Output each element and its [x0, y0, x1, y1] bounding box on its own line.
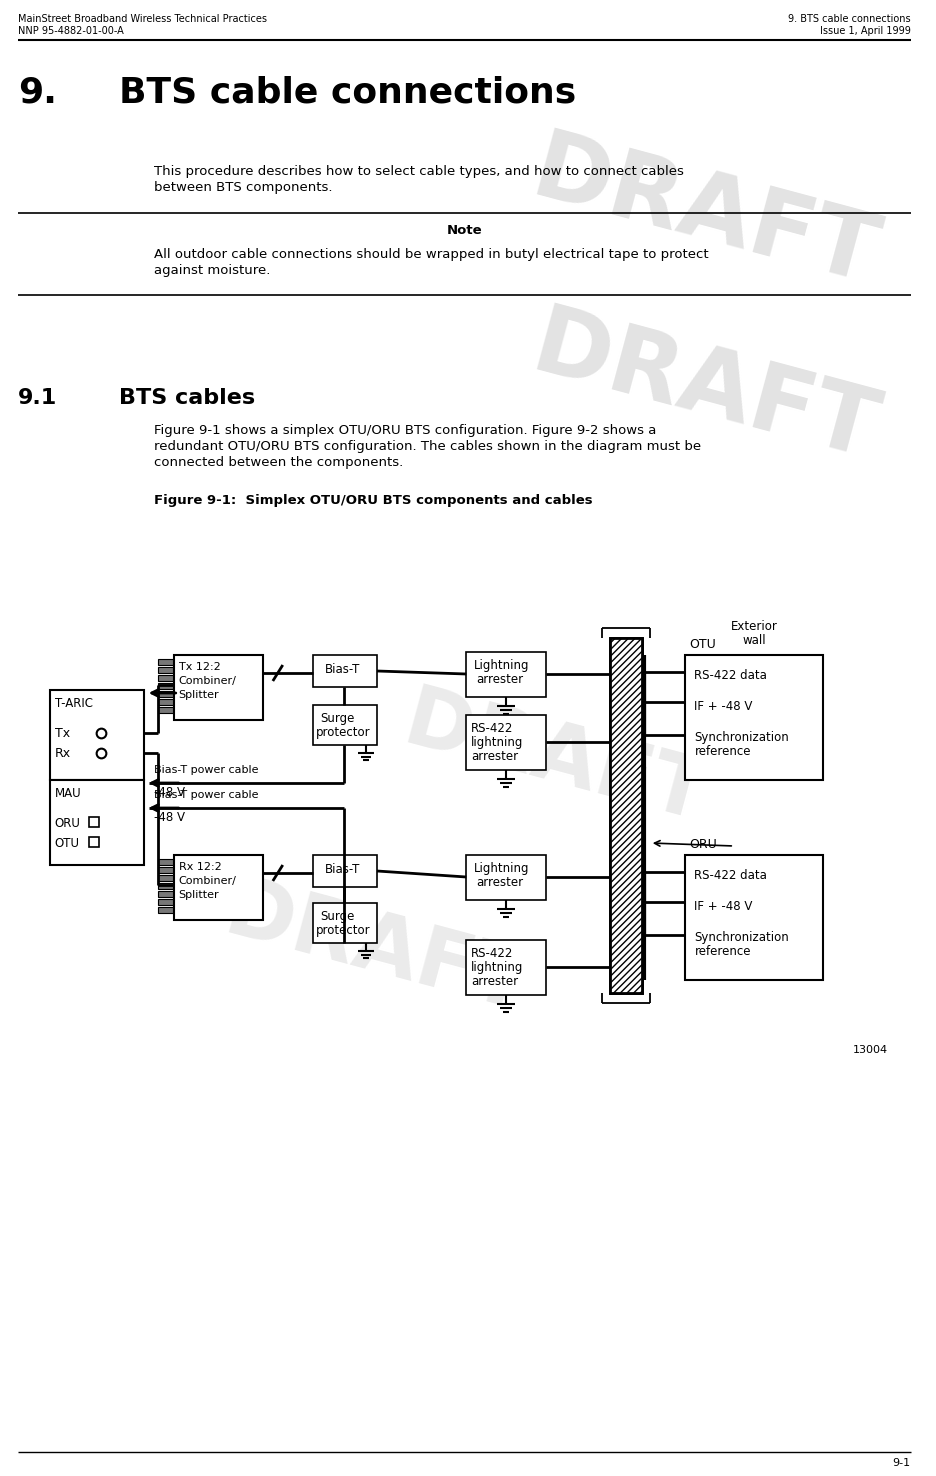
Text: Bias-T: Bias-T	[325, 863, 359, 875]
Bar	[158, 859, 172, 865]
Text: lightning: lightning	[471, 737, 523, 748]
Bar	[466, 652, 546, 697]
Text: Bias-T: Bias-T	[325, 663, 359, 676]
Bar	[610, 638, 642, 993]
Bar	[684, 655, 824, 779]
Text: Combiner/: Combiner/	[179, 676, 237, 686]
Text: against moisture.: against moisture.	[154, 264, 271, 277]
Text: RS-422: RS-422	[471, 948, 514, 959]
Bar	[158, 683, 172, 689]
Text: 9.: 9.	[18, 75, 57, 109]
Bar	[50, 689, 144, 779]
Text: protector: protector	[315, 726, 370, 739]
Text: Issue 1, April 1999: Issue 1, April 1999	[820, 27, 911, 35]
Text: reference: reference	[695, 945, 751, 958]
Text: MAU: MAU	[54, 787, 81, 800]
Text: Synchronization: Synchronization	[695, 931, 789, 945]
Text: ORU: ORU	[690, 838, 717, 852]
Text: Lightning: Lightning	[475, 862, 530, 875]
Text: ORU: ORU	[54, 818, 80, 830]
Bar	[313, 855, 377, 887]
Bar	[158, 906, 172, 914]
Text: 13004: 13004	[854, 1045, 888, 1055]
Text: Synchronization: Synchronization	[695, 731, 789, 744]
Text: Splitter: Splitter	[179, 890, 219, 900]
Bar	[684, 855, 824, 980]
Text: RS-422 data: RS-422 data	[695, 669, 768, 682]
Bar	[466, 714, 546, 770]
Text: This procedure describes how to select cable types, and how to connect cables: This procedure describes how to select c…	[154, 165, 683, 179]
Text: between BTS components.: between BTS components.	[154, 182, 332, 193]
Text: -48 V: -48 V	[154, 787, 184, 799]
Text: arrester: arrester	[476, 673, 523, 686]
Text: arrester: arrester	[471, 976, 519, 987]
Text: 9.1: 9.1	[18, 388, 57, 407]
Bar	[313, 655, 377, 686]
Text: Exterior: Exterior	[731, 620, 778, 633]
Text: connected between the components.: connected between the components.	[154, 456, 403, 469]
Text: IF + -48 V: IF + -48 V	[695, 700, 753, 713]
Bar	[50, 779, 144, 865]
Bar	[158, 658, 172, 666]
Text: DRAFT: DRAFT	[522, 125, 887, 306]
Bar	[173, 655, 263, 720]
Bar	[466, 855, 546, 900]
Bar	[158, 691, 172, 697]
Bar	[158, 707, 172, 713]
Text: Figure 9-1 shows a simplex OTU/ORU BTS configuration. Figure 9-2 shows a: Figure 9-1 shows a simplex OTU/ORU BTS c…	[154, 424, 656, 437]
Text: NNP 95-4882-01-00-A: NNP 95-4882-01-00-A	[18, 27, 124, 35]
Text: Surge: Surge	[320, 711, 355, 725]
Text: lightning: lightning	[471, 961, 523, 974]
Text: redundant OTU/ORU BTS configuration. The cables shown in the diagram must be: redundant OTU/ORU BTS configuration. The…	[154, 440, 701, 453]
Text: IF + -48 V: IF + -48 V	[695, 900, 753, 914]
Bar	[466, 940, 546, 995]
Bar	[158, 883, 172, 889]
Bar	[313, 706, 377, 745]
Text: DRAFT: DRAFT	[395, 680, 717, 840]
Text: -48 V: -48 V	[154, 810, 184, 824]
Text: Splitter: Splitter	[179, 689, 219, 700]
Text: 9-1: 9-1	[893, 1458, 911, 1469]
Bar	[158, 700, 172, 706]
Text: T-ARIC: T-ARIC	[54, 697, 93, 710]
Text: RS-422 data: RS-422 data	[695, 869, 768, 883]
Bar	[158, 892, 172, 897]
Text: arrester: arrester	[471, 750, 519, 763]
Text: Surge: Surge	[320, 911, 355, 922]
Bar	[158, 675, 172, 680]
Bar	[158, 667, 172, 673]
Text: RS-422: RS-422	[471, 722, 514, 735]
Text: Rx 12:2: Rx 12:2	[179, 862, 221, 872]
Bar	[158, 875, 172, 881]
Bar	[158, 866, 172, 872]
Text: OTU: OTU	[54, 837, 80, 850]
Text: reference: reference	[695, 745, 751, 759]
Text: Lightning: Lightning	[475, 658, 530, 672]
Text: Combiner/: Combiner/	[179, 875, 237, 886]
Bar	[89, 837, 99, 847]
Text: Tx: Tx	[54, 728, 69, 739]
Text: DRAFT: DRAFT	[522, 300, 887, 480]
Text: DRAFT: DRAFT	[216, 871, 538, 1029]
Text: 9. BTS cable connections: 9. BTS cable connections	[788, 13, 911, 24]
Text: MainStreet Broadband Wireless Technical Practices: MainStreet Broadband Wireless Technical …	[18, 13, 267, 24]
Text: Rx: Rx	[54, 747, 71, 760]
Text: Note: Note	[446, 224, 482, 238]
Text: Figure 9-1:  Simplex OTU/ORU BTS components and cables: Figure 9-1: Simplex OTU/ORU BTS componen…	[154, 494, 592, 506]
Bar	[610, 638, 642, 993]
Text: Bias-T power cable: Bias-T power cable	[154, 765, 258, 775]
Text: wall: wall	[742, 635, 766, 646]
Text: All outdoor cable connections should be wrapped in butyl electrical tape to prot: All outdoor cable connections should be …	[154, 248, 709, 261]
Bar	[173, 855, 263, 920]
Text: BTS cables: BTS cables	[119, 388, 256, 407]
Text: protector: protector	[315, 924, 370, 937]
Text: BTS cable connections: BTS cable connections	[119, 75, 577, 109]
Text: OTU: OTU	[690, 638, 716, 651]
Text: Tx 12:2: Tx 12:2	[179, 663, 220, 672]
Bar	[89, 818, 99, 827]
Bar	[158, 899, 172, 905]
Text: Bias-T power cable: Bias-T power cable	[154, 790, 258, 800]
Text: arrester: arrester	[476, 875, 523, 889]
Bar	[313, 903, 377, 943]
